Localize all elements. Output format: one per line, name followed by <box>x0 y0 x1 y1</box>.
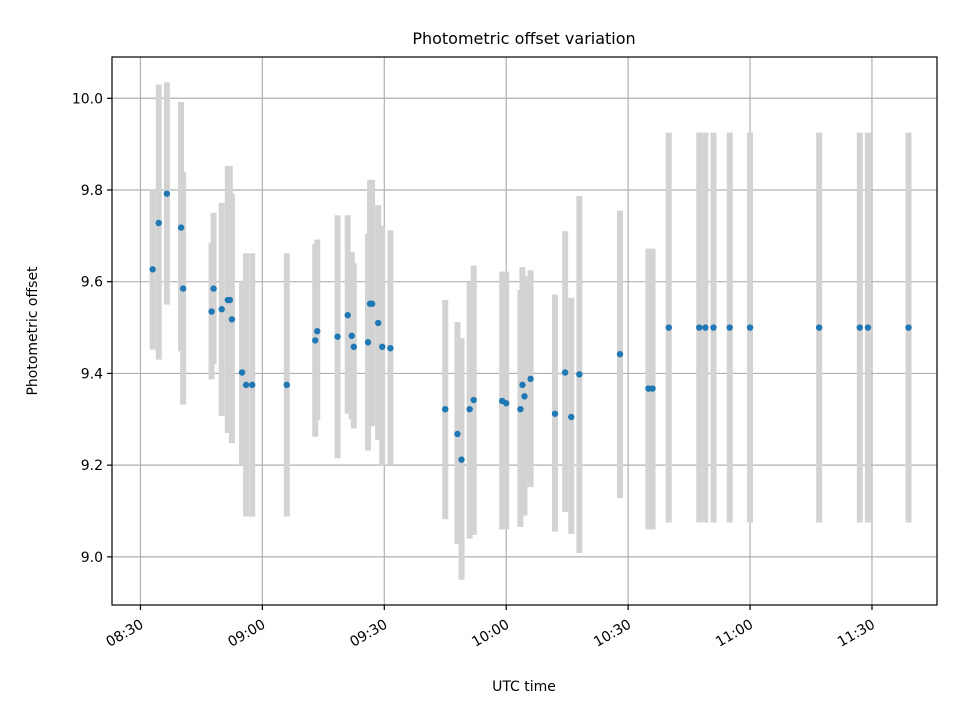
data-point <box>379 343 386 351</box>
data-point <box>242 381 250 389</box>
y-tick-label: 10.0 <box>72 91 103 107</box>
data-point <box>649 385 656 392</box>
data-point <box>519 381 526 389</box>
data-point <box>283 381 290 389</box>
data-point <box>551 410 559 417</box>
x-axis-ticks: 08:30 09:00 09:30 10:00 10:30 11:00 11:30 <box>103 605 878 651</box>
y-tick-label: 9.6 <box>81 275 103 291</box>
data-point <box>616 350 624 358</box>
data-point <box>442 405 449 413</box>
data-point <box>350 343 358 351</box>
data-point <box>387 344 394 352</box>
data-point <box>665 324 672 331</box>
x-tick-label: 11:00 <box>713 617 756 651</box>
data-point <box>177 224 185 231</box>
data-point <box>163 190 171 197</box>
data-point <box>149 266 156 273</box>
data-point <box>517 405 524 413</box>
y-axis-ticks: 9.0 9.2 9.4 9.6 9.8 10.0 <box>72 91 112 566</box>
x-tick-label: 09:00 <box>225 617 268 651</box>
data-point <box>905 324 912 331</box>
data-point <box>374 319 382 327</box>
data-point <box>334 333 341 340</box>
data-point <box>702 324 709 331</box>
y-axis-label: Photometric offset <box>25 266 41 396</box>
data-point <box>561 369 569 376</box>
y-tick-label: 9.2 <box>81 458 103 474</box>
data-point <box>503 400 510 407</box>
data-point <box>458 456 465 463</box>
data-point <box>521 393 528 400</box>
x-tick-label: 09:30 <box>347 617 390 651</box>
data-point <box>348 332 355 340</box>
x-tick-label: 10:30 <box>591 617 634 651</box>
data-point <box>527 375 534 383</box>
data-point <box>568 413 575 421</box>
x-tick-label: 08:30 <box>103 617 146 651</box>
y-tick-label: 9.8 <box>81 183 103 199</box>
data-point <box>344 311 351 319</box>
point-layer <box>149 190 912 463</box>
y-tick-label: 9.4 <box>81 366 103 382</box>
y-tick-label: 9.0 <box>81 550 103 566</box>
data-point <box>368 300 376 307</box>
data-point <box>864 324 872 331</box>
data-point <box>228 316 236 323</box>
data-point <box>249 381 256 389</box>
errorbar-layer <box>149 82 912 580</box>
data-point <box>726 324 733 331</box>
data-point <box>210 285 217 292</box>
data-point <box>226 296 234 304</box>
data-point <box>238 369 246 376</box>
data-point <box>470 396 477 404</box>
data-point <box>218 306 225 313</box>
data-point <box>208 308 215 315</box>
data-point <box>155 219 162 227</box>
data-point <box>576 371 583 378</box>
data-point <box>696 324 703 331</box>
plot-frame <box>111 56 938 606</box>
data-point <box>746 324 754 331</box>
data-point <box>312 337 319 344</box>
data-point <box>815 324 823 331</box>
x-tick-label: 11:30 <box>835 617 878 651</box>
data-point <box>454 430 461 438</box>
data-point <box>710 324 717 331</box>
data-point <box>179 285 187 292</box>
x-tick-label: 10:00 <box>469 617 512 651</box>
data-point <box>466 405 473 413</box>
data-point <box>856 324 863 331</box>
x-axis-label: UTC time <box>492 679 556 695</box>
data-point <box>364 339 372 346</box>
data-point <box>314 328 321 335</box>
chart-title: Photometric offset variation <box>412 29 635 48</box>
